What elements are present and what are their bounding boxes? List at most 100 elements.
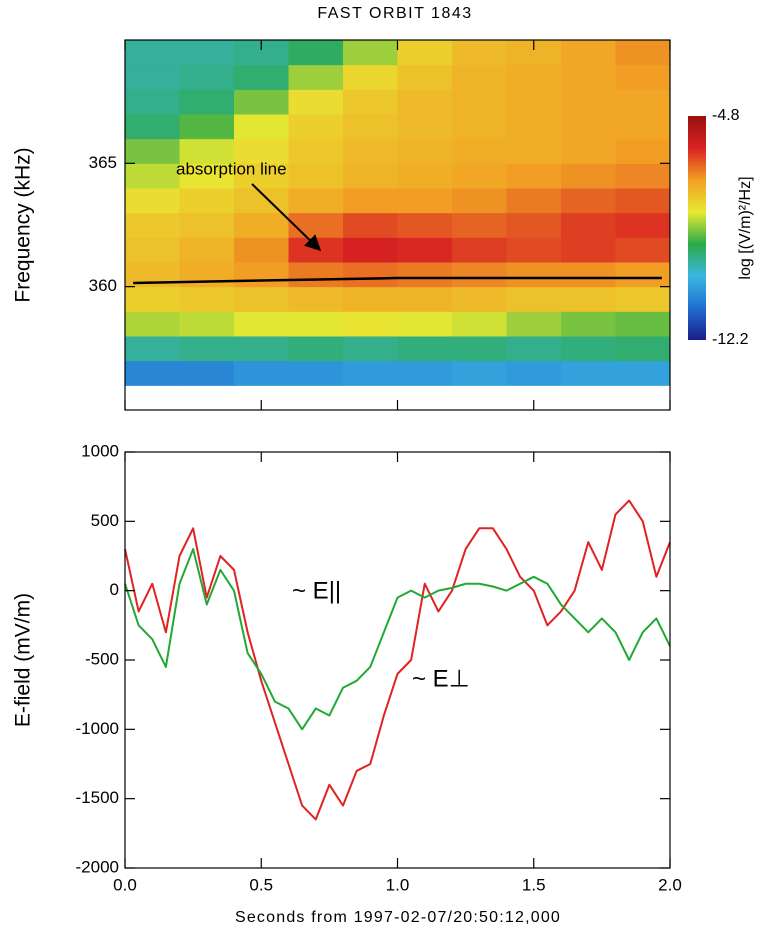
- heatmap-cell: [452, 40, 507, 66]
- heatmap-cell: [615, 89, 671, 115]
- heatmap-cell: [561, 89, 616, 115]
- heatmap-cell: [397, 262, 453, 288]
- heatmap-cell: [561, 237, 616, 263]
- heatmap-cell: [397, 40, 453, 66]
- heatmap-cell: [125, 360, 180, 386]
- heatmap-cell: [125, 311, 180, 337]
- y-tick-label: 500: [91, 511, 119, 530]
- heatmap-cell: [506, 138, 562, 164]
- heatmap-cell: [452, 212, 507, 238]
- heatmap-cell: [506, 212, 562, 238]
- heatmap-cell: [288, 262, 344, 288]
- heatmap-cell: [125, 114, 180, 140]
- y-tick-label: -1000: [76, 719, 119, 738]
- heatmap-cell: [179, 163, 235, 189]
- heatmap-cell: [234, 64, 289, 90]
- series-label: ~ E⊥: [412, 665, 470, 692]
- heatmap-cell: [179, 212, 235, 238]
- heatmap-cell: [343, 89, 398, 115]
- y-tick-label: -1500: [76, 788, 119, 807]
- heatmap-cell: [234, 188, 289, 214]
- heatmap-cell: [615, 311, 671, 337]
- heatmap-cell: [506, 286, 562, 312]
- x-axis-label: Seconds from 1997-02-07/20:50:12,000: [235, 909, 561, 926]
- y-tick-label: 365: [89, 153, 117, 172]
- colorbar-label: log [(V/m)²/Hz]: [737, 176, 754, 279]
- heatmap-cell: [179, 311, 235, 337]
- annotation: absorption line: [176, 159, 287, 178]
- heatmap-cell: [615, 163, 671, 189]
- heatmap-cell: [343, 237, 398, 263]
- heatmap-cell: [343, 212, 398, 238]
- y-axis-label: E-field (mV/m): [12, 593, 35, 727]
- heatmap-cell: [452, 262, 507, 288]
- y-tick-label: 0: [110, 580, 119, 599]
- heatmap-cell: [343, 114, 398, 140]
- y-tick-label: -2000: [76, 857, 119, 876]
- x-tick-label: 2.0: [658, 875, 682, 894]
- absorption-trace: [133, 276, 662, 285]
- y-tick-label: 360: [89, 276, 117, 295]
- heatmap-cell: [288, 114, 344, 140]
- y-axis-label: Frequency (kHz): [12, 147, 35, 302]
- heatmap-cell: [288, 64, 344, 90]
- heatmap-cell: [397, 114, 453, 140]
- heatmap-cell: [561, 262, 616, 288]
- plot-frame: [124, 451, 671, 869]
- efield-panel: ~ E⊥ ~ E|| -2000 -1500 -1000 -500 0 500 1000 0.0 0…: [12, 441, 682, 926]
- heatmap-cell: [615, 286, 671, 312]
- heatmap-cell: [125, 138, 180, 164]
- heatmap-cell: [234, 138, 289, 164]
- heatmap-cell: [288, 336, 344, 362]
- heatmap-cell: [452, 286, 507, 312]
- heatmap-cell: [615, 262, 671, 288]
- heatmap-cell: [343, 188, 398, 214]
- heatmap-cell: [452, 163, 507, 189]
- heatmap-cell: [179, 336, 235, 362]
- heatmap-cell: [397, 188, 453, 214]
- heatmap-cell: [234, 237, 289, 263]
- spectrogram-panel: 360 365 FAST ORBIT 1843 Frequency (kHz) abso…: [12, 5, 754, 411]
- y-tick-label: 1000: [81, 441, 119, 460]
- heatmap-cell: [343, 286, 398, 312]
- heatmap-cell: [343, 64, 398, 90]
- annotation-arrow: [251, 183, 322, 252]
- heatmap-cell: [561, 212, 616, 238]
- heatmap-cell: [343, 360, 398, 386]
- heatmap-cell: [561, 311, 616, 337]
- heatmap-cell: [397, 64, 453, 90]
- heatmap-cell: [397, 138, 453, 164]
- heatmap-cell: [561, 138, 616, 164]
- heatmap-cell: [615, 40, 671, 66]
- heatmap-cell: [179, 114, 235, 140]
- heatmap-cell: [234, 360, 289, 386]
- x-tick-label: 0.5: [249, 875, 273, 894]
- colorbar: [688, 116, 706, 340]
- heatmap-cell: [506, 64, 562, 90]
- heatmap-cell: [452, 336, 507, 362]
- heatmap-cell: [179, 237, 235, 263]
- heatmap-cell: [125, 188, 180, 214]
- heatmap-cell: [615, 336, 671, 362]
- heatmap-cell: [343, 262, 398, 288]
- heatmap-cell: [288, 188, 344, 214]
- heatmap-cell: [288, 212, 344, 238]
- heatmap-cell: [561, 114, 616, 140]
- heatmap-cell: [125, 212, 180, 238]
- colorbar-tick-label: -4.8: [712, 107, 740, 124]
- heatmap-cell: [288, 237, 344, 263]
- heatmap-cell: [288, 311, 344, 337]
- heatmap-cell: [561, 188, 616, 214]
- heatmap-cell: [234, 311, 289, 337]
- heatmap-cell: [179, 262, 235, 288]
- heatmap-cell: [125, 89, 180, 115]
- heatmap-cell: [397, 360, 453, 386]
- heatmap-cell: [125, 64, 180, 90]
- heatmap-cell: [343, 138, 398, 164]
- heatmap-cell: [179, 360, 235, 386]
- y-tick-label: -500: [85, 649, 119, 668]
- heatmap-cell: [506, 360, 562, 386]
- heatmap-cell: [452, 89, 507, 115]
- heatmap-cell: [561, 40, 616, 66]
